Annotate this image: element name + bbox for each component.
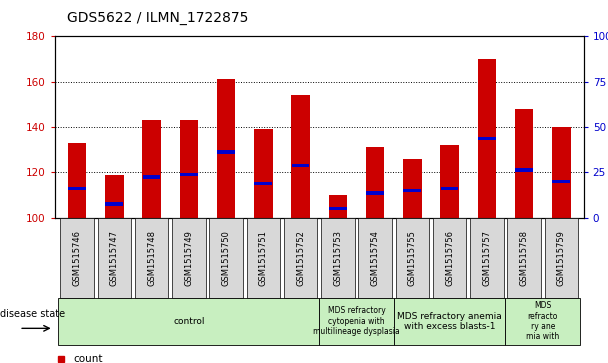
Text: MDS
refracto
ry ane
mia with: MDS refracto ry ane mia with [526,301,559,341]
Bar [403,159,421,218]
Text: GSM1515758: GSM1515758 [520,230,528,286]
Text: GSM1515749: GSM1515749 [184,230,193,286]
Bar [209,218,243,298]
Text: GSM1515757: GSM1515757 [482,230,491,286]
Bar [328,195,347,218]
Bar [68,187,86,190]
Bar [105,203,123,206]
Bar [58,298,319,345]
Bar [507,218,541,298]
Text: GSM1515755: GSM1515755 [408,230,417,286]
Bar [179,120,198,218]
Bar [404,189,421,192]
Bar [135,218,168,298]
Bar [180,173,198,176]
Bar [319,298,394,345]
Bar [284,218,317,298]
Text: GSM1515750: GSM1515750 [221,230,230,286]
Text: disease state: disease state [0,309,65,319]
Bar [552,127,571,218]
Bar [515,109,533,218]
Text: GSM1515759: GSM1515759 [557,230,566,286]
Bar [366,191,384,195]
Text: GSM1515751: GSM1515751 [259,230,268,286]
Bar [292,164,309,167]
Bar [440,145,459,218]
Bar [366,147,384,218]
Bar [60,218,94,298]
Bar [478,137,496,140]
Bar [143,175,161,179]
Bar [394,298,505,345]
Bar [247,218,280,298]
Bar [217,150,235,154]
Bar [553,180,570,183]
Text: GSM1515752: GSM1515752 [296,230,305,286]
Bar [217,79,235,218]
Text: GSM1515747: GSM1515747 [110,230,119,286]
Bar [515,168,533,172]
Text: count: count [74,354,103,363]
Text: GSM1515753: GSM1515753 [333,230,342,286]
Bar [505,298,580,345]
Bar [477,59,496,218]
Text: GSM1515756: GSM1515756 [445,230,454,286]
Text: GSM1515746: GSM1515746 [72,230,81,286]
Bar [441,187,458,190]
Text: GDS5622 / ILMN_1722875: GDS5622 / ILMN_1722875 [67,11,248,25]
Bar [254,129,272,218]
Bar [433,218,466,298]
Text: GSM1515748: GSM1515748 [147,230,156,286]
Bar [67,143,86,218]
Text: MDS refractory
cytopenia with
multilineage dysplasia: MDS refractory cytopenia with multilinea… [313,306,400,336]
Bar [470,218,503,298]
Bar [105,175,123,218]
Text: MDS refractory anemia
with excess blasts-1: MDS refractory anemia with excess blasts… [397,311,502,331]
Bar [396,218,429,298]
Bar [255,182,272,185]
Text: control: control [173,317,204,326]
Bar [545,218,578,298]
Bar [97,218,131,298]
Bar [329,207,347,211]
Bar [358,218,392,298]
Bar [291,95,310,218]
Text: GSM1515754: GSM1515754 [371,230,379,286]
Bar [142,120,161,218]
Bar [321,218,354,298]
Bar [172,218,206,298]
